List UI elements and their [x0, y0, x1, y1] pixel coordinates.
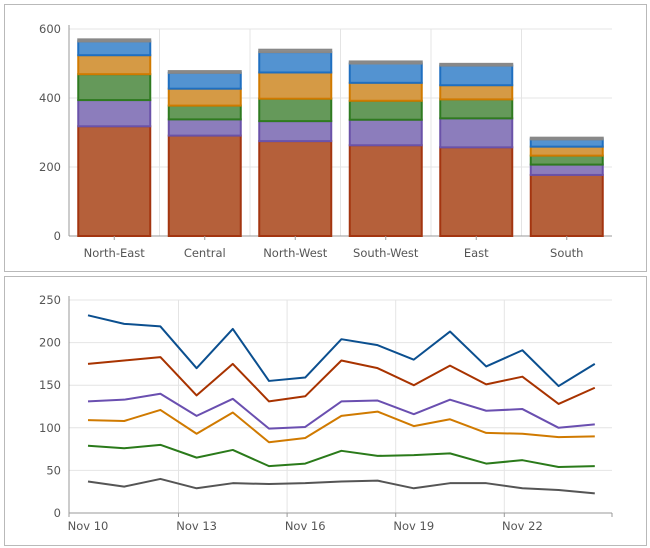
- bar-segment: [258, 51, 333, 74]
- bar-segment: [529, 138, 604, 148]
- bar-segment: [167, 118, 242, 137]
- bar-segment: [77, 73, 152, 102]
- bar-segment: [348, 81, 423, 102]
- x-tick-label: Nov 13: [176, 519, 217, 533]
- bar-segment: [529, 136, 604, 141]
- bar-segment: [348, 99, 423, 121]
- stacked-bar-chart-panel: 0 200 400 600 North-East Central North-West Sou…: [4, 4, 647, 272]
- bar-segment: [258, 71, 333, 100]
- bar-segment: [439, 62, 514, 67]
- bar-segment: [77, 40, 152, 57]
- x-tick-label: North-East: [84, 246, 146, 260]
- bar-segment: [258, 97, 333, 123]
- bar-segment: [348, 60, 423, 65]
- bar-segment: [439, 98, 514, 120]
- y-tick-label: 400: [39, 91, 61, 105]
- bar-segment: [258, 48, 333, 54]
- bar-segment: [529, 173, 604, 237]
- bar-segment: [439, 117, 514, 149]
- bar-segment: [258, 120, 333, 143]
- series-line: [87, 477, 595, 495]
- bar-segment: [167, 71, 242, 90]
- stacked-bar-chart: 0 200 400 600 North-East Central North-West Sou…: [39, 22, 612, 260]
- bar-segment: [77, 54, 152, 76]
- series-line: [87, 408, 595, 444]
- bar-segment: [348, 144, 423, 237]
- bar-segment: [348, 118, 423, 147]
- bar-segment: [77, 38, 152, 43]
- line-chart-panel: 0 50 100 150 200 250 Nov 10 Nov 13 Nov 16 Nov 19 N…: [4, 276, 647, 546]
- bar-segment: [529, 163, 604, 176]
- bar-segment: [167, 70, 242, 74]
- x-tick-label: South: [550, 246, 583, 260]
- bar-segment: [77, 125, 152, 237]
- x-tick-label: Nov 10: [68, 519, 109, 533]
- bar-segment: [167, 134, 242, 237]
- bar-segment: [167, 87, 242, 107]
- series-line: [87, 314, 596, 388]
- y-tick-label: 0: [54, 506, 61, 520]
- series-line: [87, 443, 595, 468]
- y-tick-label: 600: [39, 22, 61, 36]
- x-tick-label: South-West: [353, 246, 419, 260]
- bar-segment: [529, 145, 604, 157]
- x-tick-label: East: [464, 246, 489, 260]
- series-line: [87, 356, 596, 405]
- series-line: [87, 392, 595, 430]
- y-tick-label: 150: [39, 378, 61, 392]
- y-tick-label: 50: [46, 463, 61, 477]
- bar-segment: [439, 64, 514, 87]
- bar-segment: [529, 154, 604, 166]
- y-tick-label: 0: [54, 229, 61, 243]
- line-chart: 0 50 100 150 200 250 Nov 10 Nov 13 Nov 16 Nov 19 N…: [39, 293, 613, 533]
- y-tick-label: 200: [39, 336, 61, 350]
- bar-segment: [77, 99, 152, 128]
- x-tick-label: Nov 19: [393, 519, 434, 533]
- bar-segment: [439, 146, 514, 238]
- bar-segment: [348, 62, 423, 84]
- x-tick-label: Nov 16: [285, 519, 326, 533]
- bar-segment: [167, 104, 242, 121]
- y-tick-label: 200: [39, 160, 61, 174]
- x-tick-label: Central: [184, 246, 226, 260]
- y-tick-label: 100: [39, 421, 61, 435]
- bar-segment: [258, 140, 333, 237]
- x-tick-label: Nov 22: [502, 519, 543, 533]
- y-tick-label: 250: [39, 293, 61, 307]
- bar-segment: [439, 84, 514, 101]
- x-tick-label: North-West: [263, 246, 328, 260]
